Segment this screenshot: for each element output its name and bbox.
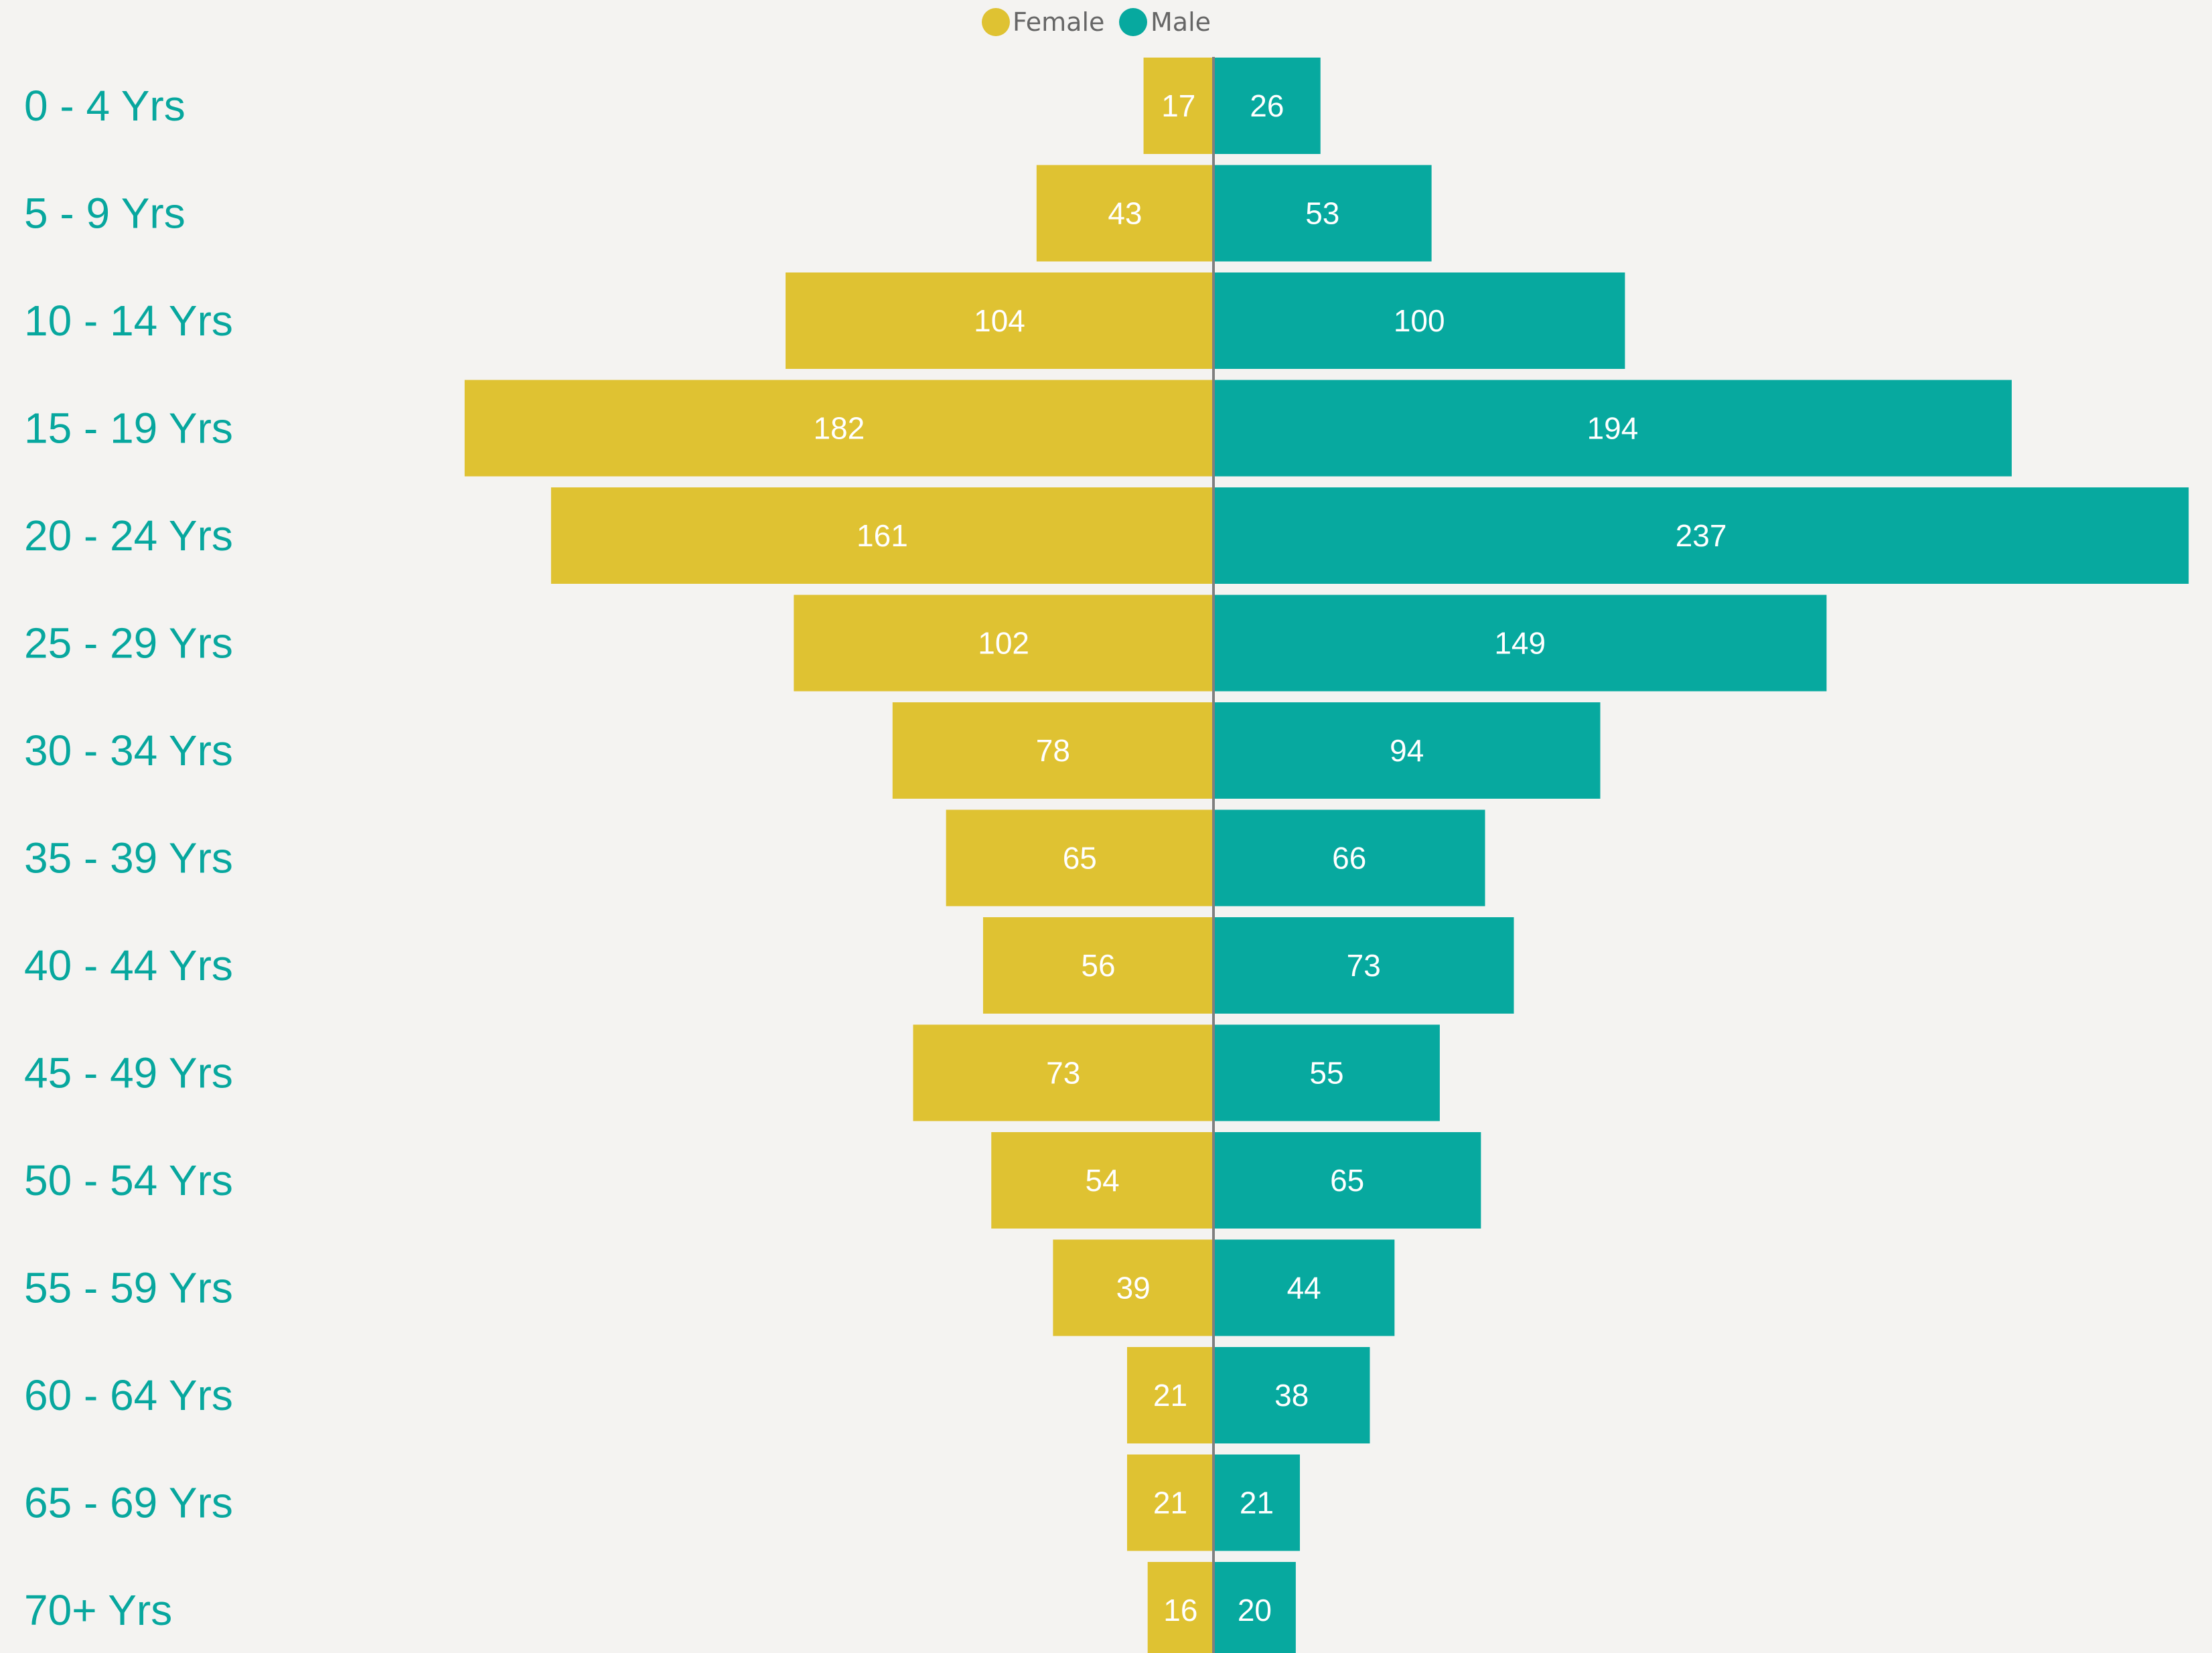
category-label-10-14-yrs: 10 - 14 Yrs [24,297,233,345]
category-label-50-54-yrs: 50 - 54 Yrs [24,1156,233,1204]
bar-male-45-49-yrs[interactable] [1213,1024,1440,1121]
category-label-60-64-yrs: 60 - 64 Yrs [24,1371,233,1419]
data-label-male-25-29-yrs: 149 [1494,626,1546,661]
category-label-0-4-yrs: 0 - 4 Yrs [24,82,186,130]
data-label-female-45-49-yrs: 73 [1046,1056,1080,1091]
bar-male-55-59-yrs[interactable] [1213,1239,1395,1336]
data-label-female-55-59-yrs: 39 [1116,1271,1151,1306]
data-label-male-40-44-yrs: 73 [1347,948,1381,983]
data-label-female-10-14-yrs: 104 [974,303,1025,338]
data-labels: 17 26 43 53 104 100 182 194 161 237 102 149 78 94 65 66… [814,88,1727,1628]
bar-male-20-24-yrs[interactable] [1213,487,2189,584]
bar-male-40-44-yrs[interactable] [1213,917,1514,1014]
data-label-female-60-64-yrs: 21 [1153,1378,1187,1413]
bar-female-55-59-yrs[interactable] [1053,1239,1213,1336]
bar-male-10-14-yrs[interactable] [1213,272,1625,369]
bar-female-65-69-yrs[interactable] [1126,1454,1213,1551]
bar-male-5-9-yrs[interactable] [1213,165,1432,262]
category-label-45-49-yrs: 45 - 49 Yrs [24,1049,233,1097]
data-label-male-65-69-yrs: 21 [1240,1486,1274,1520]
legend-item-female[interactable]: Female [982,7,1104,37]
bar-male-25-29-yrs[interactable] [1213,595,1827,692]
category-label-15-19-yrs: 15 - 19 Yrs [24,404,233,453]
category-label-20-24-yrs: 20 - 24 Yrs [24,511,233,560]
data-label-male-0-4-yrs: 26 [1250,88,1284,123]
data-label-male-60-64-yrs: 38 [1274,1378,1309,1413]
legend: Female Male [982,7,1211,37]
category-label-70-yrs: 70+ Yrs [24,1586,172,1634]
bar-female-35-39-yrs[interactable] [946,809,1213,907]
bar-female-60-64-yrs[interactable] [1126,1347,1213,1443]
bar-female-15-19-yrs[interactable] [464,380,1213,477]
bar-male-70-yrs[interactable] [1213,1562,1296,1653]
bar-male-0-4-yrs[interactable] [1213,58,1321,154]
data-label-male-5-9-yrs: 53 [1305,196,1339,231]
data-label-female-20-24-yrs: 161 [857,518,908,553]
bar-female-20-24-yrs[interactable] [550,487,1213,584]
bar-male-50-54-yrs[interactable] [1213,1132,1481,1229]
data-label-female-15-19-yrs: 182 [814,411,865,446]
data-label-male-55-59-yrs: 44 [1287,1271,1321,1306]
bar-female-0-4-yrs[interactable] [1143,58,1213,154]
data-label-female-50-54-yrs: 54 [1086,1163,1120,1198]
bar-male-15-19-yrs[interactable] [1213,380,2012,477]
bar-male-60-64-yrs[interactable] [1213,1347,1370,1443]
bar-female-5-9-yrs[interactable] [1036,165,1213,262]
bars [464,58,2189,1653]
data-label-male-70-yrs: 20 [1238,1593,1272,1628]
data-label-female-70-yrs: 16 [1163,1593,1197,1628]
bar-female-45-49-yrs[interactable] [913,1024,1213,1121]
bar-male-30-34-yrs[interactable] [1213,702,1601,799]
category-label-55-59-yrs: 55 - 59 Yrs [24,1264,233,1312]
legend-marker-female [982,8,1010,36]
category-label-35-39-yrs: 35 - 39 Yrs [24,834,233,882]
legend-marker-male [1119,8,1147,36]
legend-item-male[interactable]: Male [1119,7,1211,37]
category-label-40-44-yrs: 40 - 44 Yrs [24,941,233,990]
bar-male-35-39-yrs[interactable] [1213,809,1485,907]
data-label-female-65-69-yrs: 21 [1153,1486,1187,1520]
data-label-male-15-19-yrs: 194 [1587,411,1639,446]
data-label-male-10-14-yrs: 100 [1394,303,1445,338]
legend-label-male: Male [1151,7,1211,37]
category-axis-labels: 0 - 4 Yrs 5 - 9 Yrs 10 - 14 Yrs 15 - 19 Yrs… [24,82,233,1634]
bar-female-70-yrs[interactable] [1147,1562,1213,1653]
data-label-female-40-44-yrs: 56 [1081,948,1115,983]
data-label-female-0-4-yrs: 17 [1161,88,1195,123]
bar-female-50-54-yrs[interactable] [991,1132,1213,1229]
data-label-female-5-9-yrs: 43 [1108,196,1142,231]
bar-male-65-69-yrs[interactable] [1213,1454,1301,1551]
bar-female-25-29-yrs[interactable] [794,595,1213,692]
category-label-30-34-yrs: 30 - 34 Yrs [24,726,233,775]
data-label-female-35-39-yrs: 65 [1063,841,1097,876]
category-label-65-69-yrs: 65 - 69 Yrs [24,1479,233,1527]
data-label-female-30-34-yrs: 78 [1036,733,1070,768]
bar-female-40-44-yrs[interactable] [982,917,1213,1014]
bar-female-30-34-yrs[interactable] [892,702,1213,799]
data-label-female-25-29-yrs: 102 [978,626,1029,661]
bar-female-10-14-yrs[interactable] [786,272,1213,369]
legend-label-female: Female [1013,7,1104,37]
data-label-male-30-34-yrs: 94 [1390,733,1424,768]
data-label-male-45-49-yrs: 55 [1309,1056,1343,1091]
data-label-male-50-54-yrs: 65 [1330,1163,1364,1198]
category-label-25-29-yrs: 25 - 29 Yrs [24,619,233,667]
data-label-male-20-24-yrs: 237 [1676,518,1727,553]
data-label-male-35-39-yrs: 66 [1332,841,1366,876]
category-label-5-9-yrs: 5 - 9 Yrs [24,189,186,238]
